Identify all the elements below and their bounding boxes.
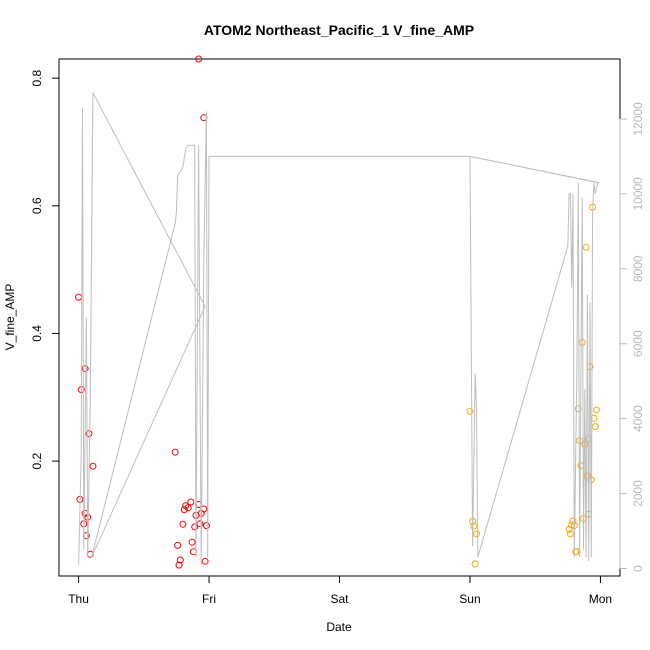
point-0-12 bbox=[174, 541, 182, 549]
x-tick-label-1: Fri bbox=[202, 592, 216, 606]
point-1-12 bbox=[574, 405, 582, 413]
point-1-6 bbox=[566, 530, 574, 538]
point-0-4 bbox=[89, 462, 97, 470]
series-line-2 bbox=[78, 92, 600, 565]
point-1-0 bbox=[466, 407, 474, 415]
y-right-tick-label-0: 0 bbox=[631, 565, 645, 572]
y-right-tick-label-5: 10000 bbox=[631, 177, 645, 211]
y-axis: 0.2 0.4 0.6 0.8 bbox=[30, 69, 60, 469]
point-0-25 bbox=[196, 520, 204, 528]
x-tick-label-2: Sat bbox=[330, 592, 349, 606]
y-tick-label-0: 0.2 bbox=[30, 452, 44, 469]
y-right-tick-label-2: 4000 bbox=[631, 405, 645, 432]
x-axis-label: Date bbox=[326, 620, 352, 634]
x-tick-label-4: Mon bbox=[589, 592, 612, 606]
point-0-30 bbox=[195, 55, 203, 63]
y-right-tick-label-3: 6000 bbox=[631, 330, 645, 357]
point-1-4 bbox=[471, 560, 479, 568]
y-right-tick-label-4: 8000 bbox=[631, 255, 645, 282]
point-0-11 bbox=[171, 448, 179, 456]
point-0-3 bbox=[85, 430, 93, 438]
y-tick-label-2: 0.6 bbox=[30, 197, 44, 214]
point-0-2 bbox=[81, 365, 89, 373]
point-0-19 bbox=[187, 498, 195, 506]
chart-title: ATOM2 Northeast_Pacific_1 V_fine_AMP bbox=[204, 22, 474, 38]
point-0-20 bbox=[188, 538, 196, 546]
y-tick-label-3: 0.8 bbox=[30, 69, 44, 86]
point-0-16 bbox=[180, 506, 188, 514]
point-1-26 bbox=[593, 406, 600, 414]
y-axis-label: V_fine_AMP bbox=[3, 284, 17, 351]
series-layer bbox=[75, 55, 600, 569]
x-tick-label-3: Sun bbox=[459, 592, 480, 606]
point-0-0 bbox=[75, 293, 83, 301]
y-axis-right: 0 2000 4000 6000 8000 10000 12000 bbox=[619, 102, 645, 572]
point-1-15 bbox=[578, 338, 586, 346]
point-1-3 bbox=[473, 530, 480, 538]
point-1-8 bbox=[569, 517, 577, 525]
x-tick-label-0: Thu bbox=[68, 592, 89, 606]
point-1-18 bbox=[582, 243, 590, 251]
point-0-15 bbox=[179, 520, 187, 528]
plot-frame bbox=[58, 58, 621, 577]
point-0-13 bbox=[176, 556, 184, 564]
point-0-22 bbox=[191, 523, 199, 531]
point-0-18 bbox=[184, 504, 192, 512]
x-axis: Thu Fri Sat Sun Mon bbox=[68, 575, 612, 606]
point-0-14 bbox=[175, 561, 183, 569]
y-right-tick-label-6: 12000 bbox=[631, 102, 645, 136]
point-0-29 bbox=[201, 557, 209, 565]
point-0-28 bbox=[202, 522, 210, 530]
y-right-tick-label-1: 2000 bbox=[631, 480, 645, 507]
point-1-2 bbox=[470, 522, 478, 530]
point-1-25 bbox=[591, 423, 599, 431]
y-tick-label-1: 0.4 bbox=[30, 325, 44, 342]
